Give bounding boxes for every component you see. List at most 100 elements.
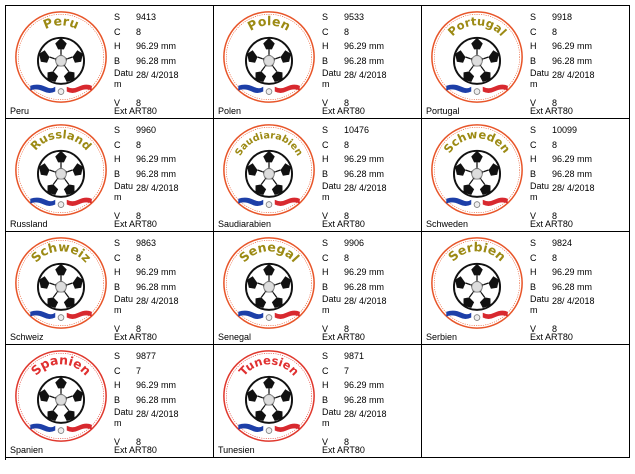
height-row: H 96.29 mm [114,39,212,54]
stitches-row: S 9863 [114,236,212,251]
design-cell-saudiarabien[interactable]: Saudiarabien [214,119,422,232]
date-value: 28/ 4/2018 [552,183,595,194]
extension-row: Ext ART80 [530,332,573,342]
extension-row: Ext ART80 [322,219,365,229]
date-value: 28/ 4/2018 [344,70,387,81]
colors-value: 8 [136,26,142,37]
width-value: 96.28 mm [344,281,385,292]
extension-row: Ext ART80 [114,219,157,229]
extension-value: ART80 [337,445,365,455]
extension-value: ART80 [337,332,365,342]
design-cell-portugal[interactable]: Portugal [422,6,630,119]
version-value: 8 [136,437,142,448]
design-grid: Peru [5,5,630,460]
height-row: H 96.29 mm [322,39,420,54]
design-cell-spanien[interactable]: Spanien [6,345,214,458]
extension-value: ART80 [129,332,157,342]
design-thumbnail: Serbien [429,235,525,331]
height-row: H 96.29 mm [114,152,212,167]
design-cell-serbien[interactable]: Serbien [422,232,630,345]
stitches-value: 10476 [344,125,370,135]
colors-value: 7 [136,365,142,376]
soccer-ball-patch-icon: Saudiarabien [223,124,315,216]
stitches-value: 9533 [344,12,365,22]
stitches-value: 9906 [344,238,365,248]
date-value: 28/ 4/2018 [344,183,387,194]
stitches-row: S 9533 [322,10,420,25]
design-cell-peru[interactable]: Peru [6,6,214,119]
date-value: 28/ 4/2018 [344,409,387,420]
version-value: 8 [552,324,558,335]
height-row: H 96.29 mm [322,265,420,280]
colors-value: 8 [344,26,350,37]
date-value: 28/ 4/2018 [344,296,387,307]
stitches-row: S 9824 [530,236,628,251]
width-row: B 96.28 mm [530,167,628,182]
design-name: Schweiz [10,332,44,342]
height-value: 96.29 mm [344,267,385,278]
date-row: Datu m 28/ 4/2018 [530,294,628,316]
date-row: Datu m 28/ 4/2018 [322,68,420,90]
design-cell-russland[interactable]: Russland [6,119,214,232]
design-thumbnail: Tunesien [221,348,317,444]
version-value: 8 [136,324,142,335]
soccer-ball-patch-icon: Polen [223,11,315,103]
extension-row: Ext ART80 [530,106,573,116]
design-cell-polen[interactable]: Polen [214,6,422,119]
width-value: 96.28 mm [136,55,177,66]
width-row: B 96.28 mm [322,280,420,295]
stitches-value: 9824 [552,238,573,248]
design-cell-schweiz[interactable]: Schweiz [6,232,214,345]
design-cell-senegal[interactable]: Senegal [214,232,422,345]
width-value: 96.28 mm [136,281,177,292]
design-cell-schweden[interactable]: Schweden [422,119,630,232]
version-value: 8 [136,211,142,222]
stitches-value: 9413 [136,12,157,22]
date-value: 28/ 4/2018 [136,183,179,194]
version-value: 8 [344,98,350,109]
design-name: Schweden [426,219,469,229]
colors-value: 8 [344,252,350,263]
design-name: Russland [10,219,48,229]
extension-value: ART80 [337,106,365,116]
colors-value: 8 [136,139,142,150]
width-row: B 96.28 mm [530,54,628,69]
stitches-row: S 9871 [322,349,420,364]
height-value: 96.29 mm [136,41,177,52]
date-value: 28/ 4/2018 [136,70,179,81]
date-row: Datu m 28/ 4/2018 [322,407,420,429]
extension-row: Ext ART80 [322,445,365,455]
stitches-value: 9871 [344,351,365,361]
soccer-ball-patch-icon: Schweden [431,124,523,216]
design-thumbnail: Portugal [429,9,525,105]
design-name: Senegal [218,332,252,342]
design-cell-tunesien[interactable]: Tunesien [214,345,422,458]
stitches-row: S 9906 [322,236,420,251]
version-value: 8 [344,211,350,222]
version-value: 8 [552,211,558,222]
extension-row: Ext ART80 [114,106,157,116]
colors-value: 8 [136,252,142,263]
date-row: Datu m 28/ 4/2018 [114,407,212,429]
soccer-ball-patch-icon: Spanien [15,350,107,442]
design-thumbnail: Schweiz [13,235,109,331]
width-row: B 96.28 mm [322,54,420,69]
height-row: H 96.29 mm [530,265,628,280]
height-row: H 96.29 mm [322,152,420,167]
date-row: Datu m 28/ 4/2018 [530,181,628,203]
design-name: Tunesien [218,445,255,455]
stitches-row: S 9413 [114,10,212,25]
